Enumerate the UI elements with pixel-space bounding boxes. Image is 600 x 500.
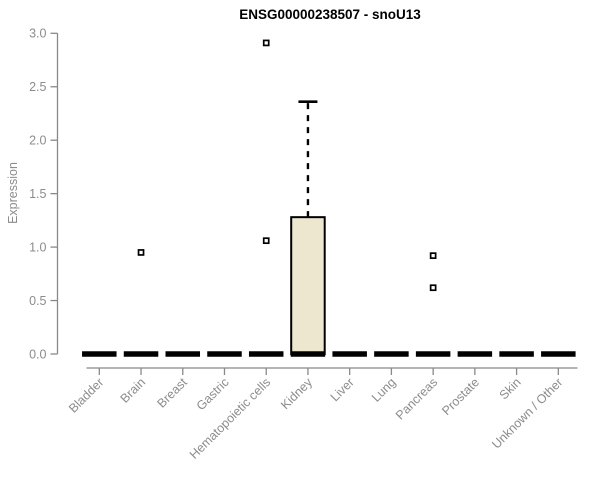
y-tick-label: 0.5 [29,294,46,308]
x-tick-label: Liver [328,375,357,404]
x-tick-label: Gastric [194,375,232,413]
y-tick-label: 0.0 [29,347,46,361]
y-tick-label: 1.0 [29,240,46,254]
x-tick-label: Hematopoietic cells [187,375,274,462]
x-tick-label: Kidney [278,375,315,412]
y-tick-label: 2.5 [29,80,46,94]
chart-title: ENSG00000238507 - snoU13 [239,7,421,22]
outlier-point [262,39,270,47]
x-tick-label: Brain [118,375,149,406]
x-tick-label: Breast [154,375,190,411]
x-tick-label: Unknown / Other [489,375,565,451]
outlier-point [429,252,437,260]
box-body [290,216,326,355]
x-tick-label: Lung [369,375,399,405]
outlier-point [262,237,270,245]
x-tick-label: Skin [497,375,524,402]
x-tick-label: Bladder [66,375,106,415]
outlier-point [429,284,437,292]
x-tick-label: Prostate [439,375,482,418]
outlier-point [137,249,145,256]
y-axis-title: Expression [6,162,20,224]
boxes-layer [82,39,576,357]
y-tick-label: 3.0 [29,27,46,41]
y-tick-label: 1.5 [29,187,46,201]
x-tick-label: Pancreas [393,375,440,422]
y-tick-label: 2.0 [29,134,46,148]
